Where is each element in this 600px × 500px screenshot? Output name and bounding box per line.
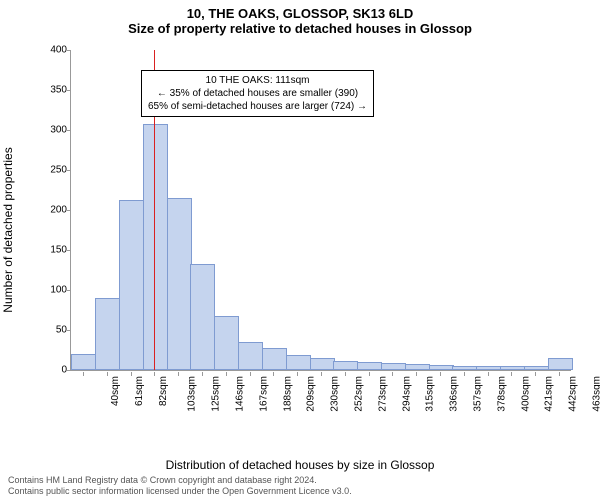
x-tick-label: 442sqm bbox=[568, 376, 579, 412]
histogram-bar bbox=[190, 264, 215, 370]
x-tick-label: 188sqm bbox=[282, 376, 293, 412]
histogram-bar bbox=[548, 358, 573, 370]
x-tick-label: 463sqm bbox=[592, 376, 600, 412]
x-tick-label: 167sqm bbox=[258, 376, 269, 412]
histogram-bar bbox=[262, 348, 287, 370]
y-tick-label: 350 bbox=[37, 85, 67, 96]
histogram-bar bbox=[333, 361, 358, 370]
histogram-bar bbox=[429, 365, 454, 370]
x-tick-label: 252sqm bbox=[354, 376, 365, 412]
x-tick-label: 294sqm bbox=[401, 376, 412, 412]
annotation-line: 65% of semi-detached houses are larger (… bbox=[148, 100, 367, 113]
y-tick-label: 0 bbox=[37, 365, 67, 376]
annotation-box: 10 THE OAKS: 111sqm← 35% of detached hou… bbox=[141, 70, 374, 117]
histogram-bar bbox=[381, 363, 406, 370]
histogram-bar bbox=[310, 358, 335, 370]
title-sub: Size of property relative to detached ho… bbox=[0, 21, 600, 40]
title-main: 10, THE OAKS, GLOSSOP, SK13 6LD bbox=[0, 0, 600, 21]
histogram-bar bbox=[476, 366, 501, 370]
x-tick-label: 273sqm bbox=[377, 376, 388, 412]
x-tick-label: 230sqm bbox=[330, 376, 341, 412]
x-tick-label: 400sqm bbox=[520, 376, 531, 412]
chart-container: Number of detached properties 0501001502… bbox=[30, 40, 590, 420]
histogram-bar bbox=[143, 124, 168, 370]
y-tick-label: 150 bbox=[37, 245, 67, 256]
histogram-bar bbox=[238, 342, 263, 370]
y-tick-label: 250 bbox=[37, 165, 67, 176]
x-tick-label: 421sqm bbox=[544, 376, 555, 412]
x-tick-label: 336sqm bbox=[449, 376, 460, 412]
x-tick-label: 61sqm bbox=[134, 376, 145, 406]
histogram-bar bbox=[452, 366, 477, 370]
y-tick-label: 400 bbox=[37, 45, 67, 56]
annotation-line: 10 THE OAKS: 111sqm bbox=[148, 74, 367, 87]
x-tick-label: 146sqm bbox=[235, 376, 246, 412]
histogram-bar bbox=[119, 200, 144, 370]
footer-line-1: Contains HM Land Registry data © Crown c… bbox=[8, 475, 352, 487]
x-tick-label: 103sqm bbox=[187, 376, 198, 412]
y-tick-label: 100 bbox=[37, 285, 67, 296]
y-tick-label: 200 bbox=[37, 205, 67, 216]
histogram-bar bbox=[71, 354, 96, 370]
x-tick-label: 357sqm bbox=[473, 376, 484, 412]
histogram-bar bbox=[524, 366, 549, 370]
histogram-bar bbox=[357, 362, 382, 370]
x-tick-label: 82sqm bbox=[158, 376, 169, 406]
histogram-bar bbox=[95, 298, 120, 370]
histogram-bar bbox=[500, 366, 525, 370]
plot-area: 05010015020025030035040040sqm61sqm82sqm1… bbox=[70, 50, 571, 371]
footer-line-2: Contains public sector information licen… bbox=[8, 486, 352, 498]
x-tick-label: 315sqm bbox=[425, 376, 436, 412]
annotation-line: ← 35% of detached houses are smaller (39… bbox=[148, 87, 367, 100]
x-tick-label: 40sqm bbox=[110, 376, 121, 406]
histogram-bar bbox=[286, 355, 311, 370]
x-axis-label: Distribution of detached houses by size … bbox=[0, 458, 600, 472]
y-tick-label: 300 bbox=[37, 125, 67, 136]
histogram-bar bbox=[405, 364, 430, 370]
y-tick-label: 50 bbox=[37, 325, 67, 336]
footer-attribution: Contains HM Land Registry data © Crown c… bbox=[8, 475, 352, 498]
y-axis-label: Number of detached properties bbox=[1, 147, 15, 312]
x-tick-label: 209sqm bbox=[306, 376, 317, 412]
histogram-bar bbox=[167, 198, 192, 370]
histogram-bar bbox=[214, 316, 239, 370]
x-tick-label: 125sqm bbox=[211, 376, 222, 412]
x-tick-label: 378sqm bbox=[496, 376, 507, 412]
